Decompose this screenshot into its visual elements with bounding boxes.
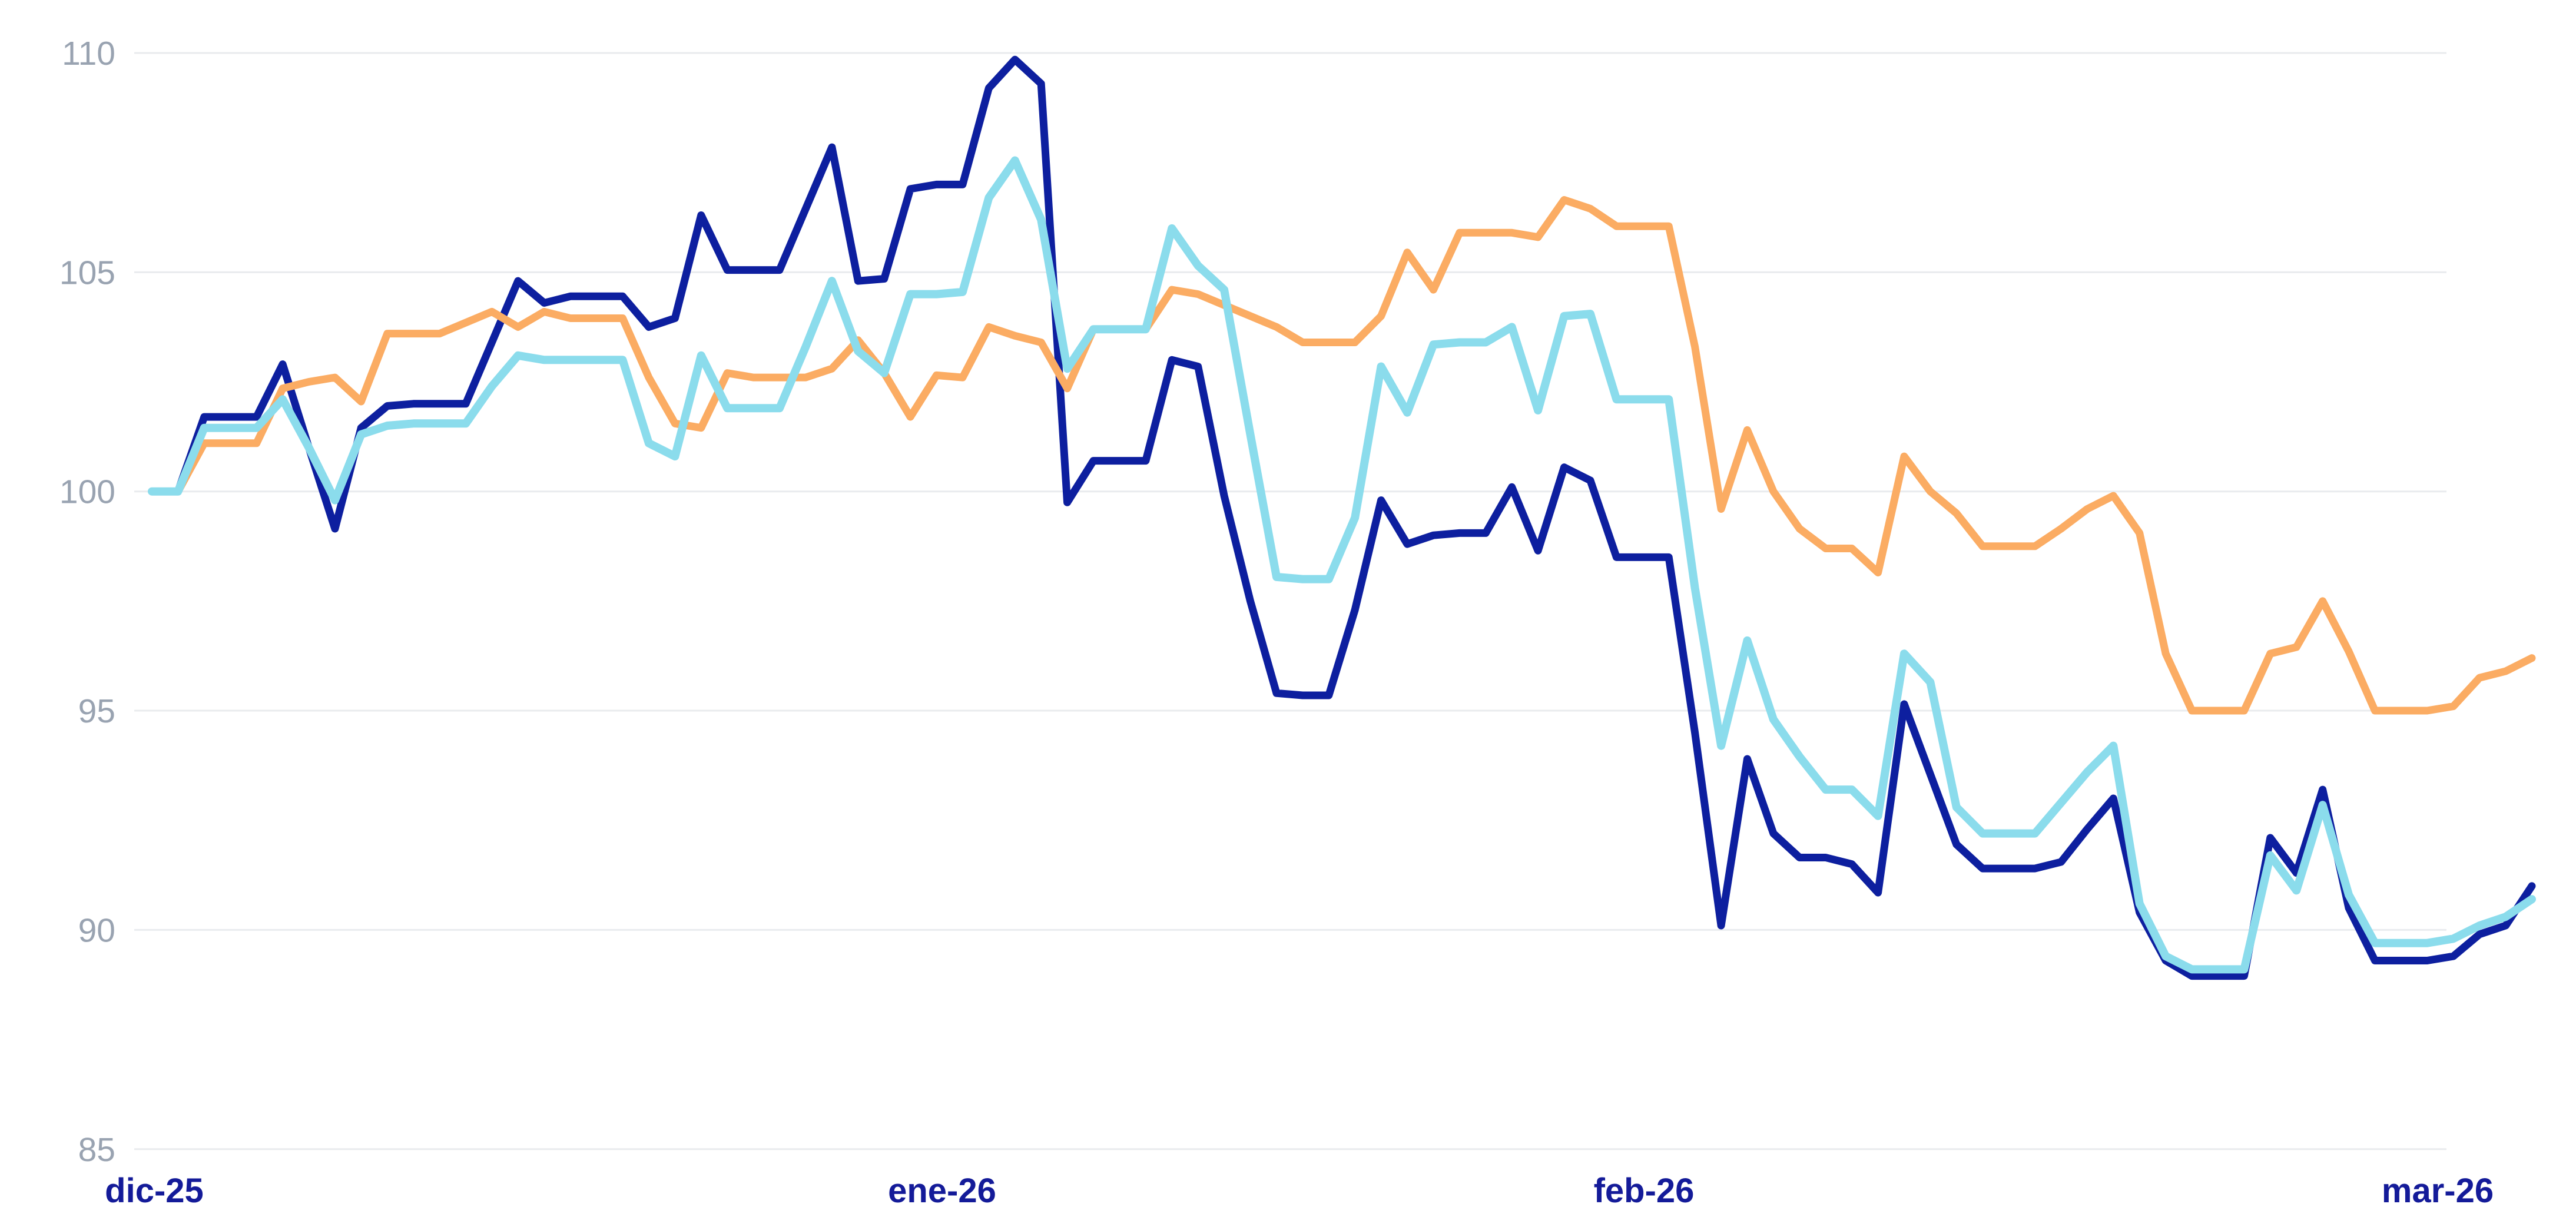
series-line-cyan xyxy=(148,156,2536,974)
y-tick-label-110: 110 xyxy=(62,35,115,72)
y-tick-label-90: 90 xyxy=(78,911,115,949)
series-line-orange xyxy=(148,196,2536,715)
y-tick-label-85: 85 xyxy=(78,1131,115,1169)
x-tick-label-mar-26: mar-26 xyxy=(2382,1172,2494,1210)
gridlines xyxy=(134,52,2446,1150)
y-tick-label-95: 95 xyxy=(78,692,115,730)
x-tick-label-feb-26: feb-26 xyxy=(1594,1172,1695,1210)
series-lines xyxy=(148,55,2536,980)
x-axis-labels: dic-25 ene-26 feb-26 mar-26 xyxy=(105,1172,2494,1210)
y-tick-label-100: 100 xyxy=(59,473,115,511)
y-tick-label-105: 105 xyxy=(59,254,115,291)
x-tick-label-dic-25: dic-25 xyxy=(105,1172,204,1210)
x-tick-label-ene-26: ene-26 xyxy=(888,1172,996,1210)
y-axis-labels: 110 105 100 95 90 85 xyxy=(59,35,115,1169)
series-line-navy xyxy=(148,55,2536,980)
